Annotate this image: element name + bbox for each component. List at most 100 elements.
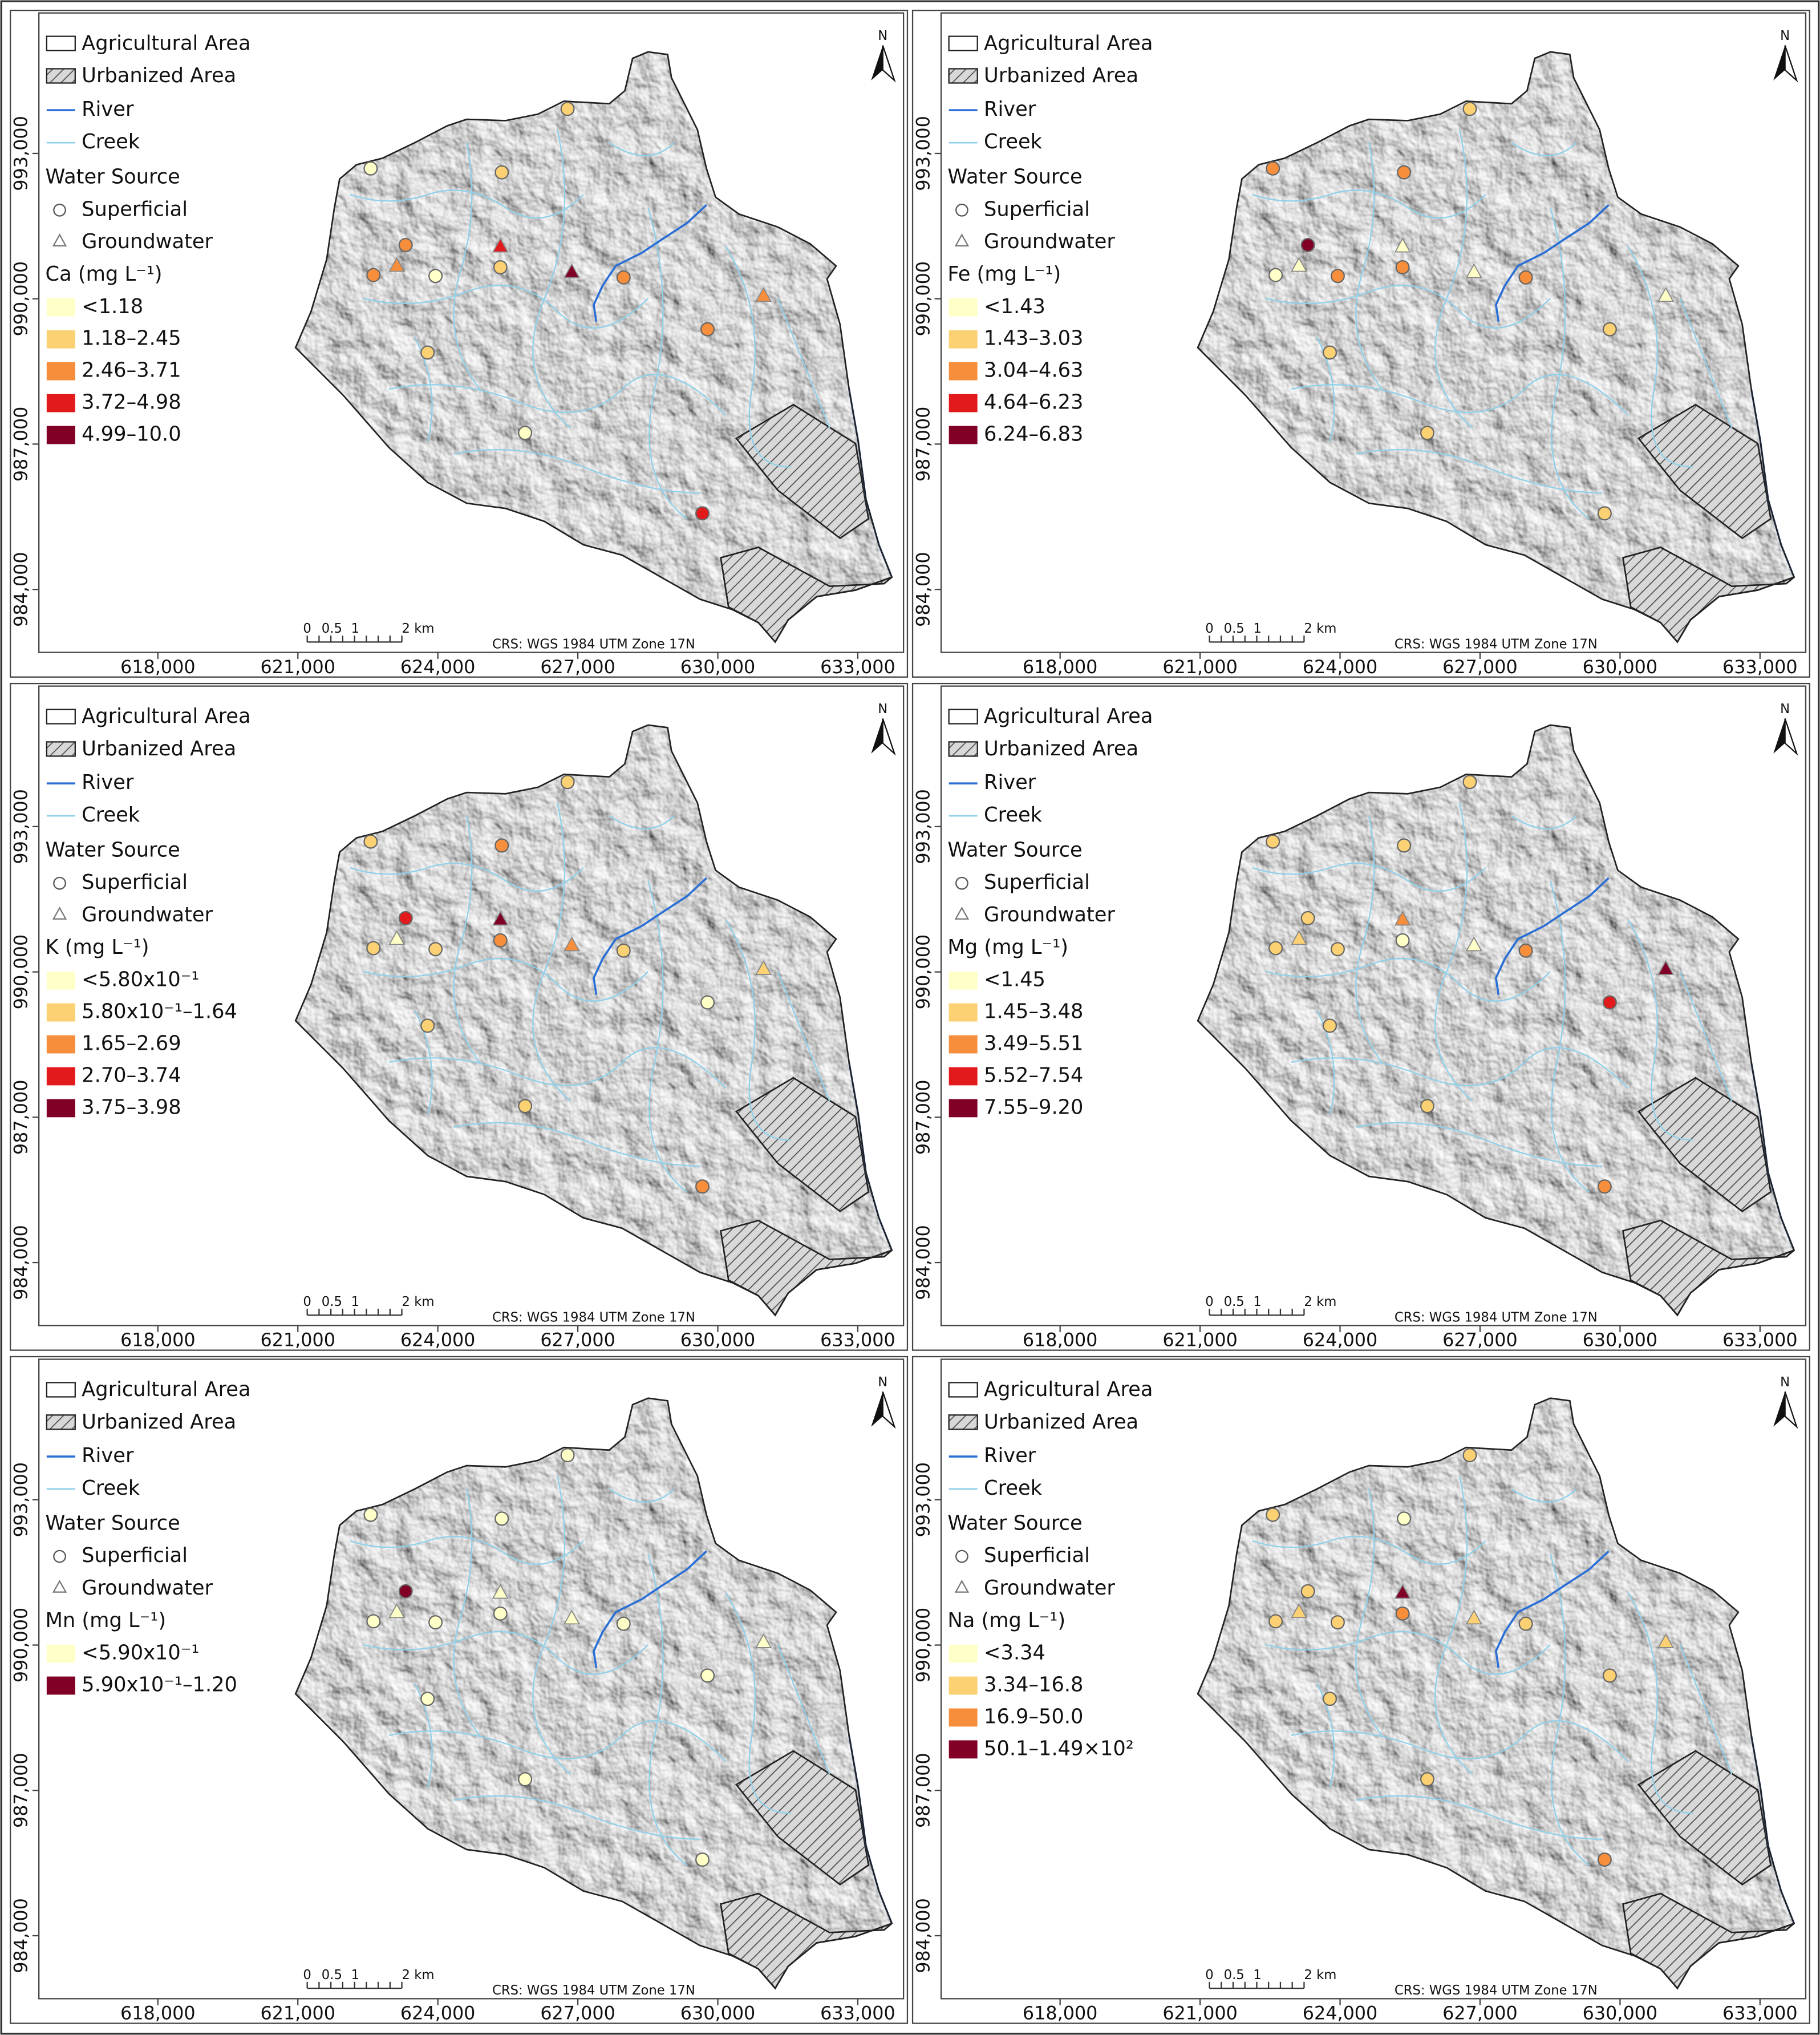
y-tick-label: 987,000 bbox=[10, 407, 32, 482]
legend-class-label: 3.34–16.8 bbox=[984, 1673, 1083, 1697]
sample-superficial bbox=[1597, 1179, 1612, 1194]
legend-class-swatch bbox=[948, 1644, 978, 1663]
y-tick-label: 993,000 bbox=[10, 1462, 32, 1538]
legend-label: Groundwater bbox=[82, 903, 213, 927]
sample-groundwater bbox=[1394, 1584, 1411, 1599]
x-tick-label: 624,000 bbox=[1303, 1329, 1378, 1351]
north-label: N bbox=[1780, 29, 1790, 43]
legend-label: River bbox=[984, 98, 1036, 121]
legend-class-label: 1.45–3.48 bbox=[984, 1000, 1083, 1023]
legend-class-label: <1.43 bbox=[984, 295, 1045, 318]
y-tick-label: 987,000 bbox=[913, 1753, 934, 1828]
sample-superficial bbox=[560, 1448, 575, 1463]
x-tick-label: 627,000 bbox=[1442, 1329, 1518, 1351]
x-tick-label: 627,000 bbox=[540, 2002, 615, 2024]
legend-title: Water Source bbox=[947, 1511, 1082, 1535]
panel-frame bbox=[10, 1356, 909, 2024]
legend-label: Agricultural Area bbox=[82, 705, 250, 728]
sample-superficial bbox=[493, 933, 508, 948]
y-tick-label: 984,000 bbox=[10, 1225, 32, 1300]
legend-superficial-symbol bbox=[53, 203, 66, 217]
north-arrow bbox=[871, 718, 883, 754]
sample-superficial bbox=[428, 1615, 443, 1630]
sample-superficial bbox=[363, 161, 378, 176]
sample-superficial bbox=[1300, 237, 1315, 252]
legend-label: Creek bbox=[984, 130, 1043, 153]
sample-superficial bbox=[1397, 1511, 1412, 1526]
sample-superficial bbox=[1268, 941, 1283, 956]
sample-superficial bbox=[1395, 1606, 1410, 1621]
y-tick-label: 993,000 bbox=[913, 789, 934, 864]
legend-class-label: 2.46–3.71 bbox=[82, 359, 181, 382]
sample-groundwater bbox=[1465, 1609, 1482, 1625]
legend-title: Water Source bbox=[46, 838, 180, 861]
sample-groundwater bbox=[388, 1603, 406, 1619]
sample-superficial bbox=[1266, 834, 1280, 849]
scale-bar-label: 0.5 bbox=[1224, 1294, 1245, 1309]
legend-class-label: 50.1–1.49×10² bbox=[984, 1737, 1134, 1760]
scale-bar-label: 2 km bbox=[402, 1968, 435, 1983]
legend-label: Groundwater bbox=[984, 1576, 1115, 1600]
y-tick-label: 984,000 bbox=[913, 1225, 934, 1300]
sample-superficial bbox=[420, 1018, 435, 1033]
legend-label: Agricultural Area bbox=[984, 705, 1153, 728]
legend-class-label: 16.9–50.0 bbox=[984, 1705, 1083, 1728]
scale-bar-label: 0.5 bbox=[1224, 1968, 1245, 1983]
sample-groundwater bbox=[563, 1609, 580, 1625]
legend-class-label: <1.18 bbox=[82, 295, 143, 318]
legend-class-label: 5.80x10⁻¹–1.64 bbox=[82, 1000, 237, 1023]
sample-superficial bbox=[494, 165, 509, 180]
legend-label: Superficial bbox=[984, 1544, 1090, 1567]
x-tick-label: 633,000 bbox=[1722, 656, 1798, 678]
legend-class-label: 3.75–3.98 bbox=[82, 1095, 181, 1119]
legend-label: River bbox=[82, 771, 134, 794]
sample-superficial bbox=[1323, 345, 1337, 360]
legend-class-label: 1.18–2.45 bbox=[82, 327, 181, 350]
north-arrow bbox=[882, 45, 896, 83]
sample-superficial bbox=[366, 1614, 381, 1629]
sample-groundwater bbox=[755, 960, 772, 975]
x-tick-label: 624,000 bbox=[1303, 2002, 1378, 2024]
map-panel: 618,000 621,000 624,000 627,000 630,000 633,0… bbox=[10, 1356, 909, 2024]
x-tick-label: 621,000 bbox=[1162, 1329, 1238, 1351]
x-tick-label: 618,000 bbox=[1023, 2002, 1098, 2024]
sample-superficial bbox=[1397, 165, 1412, 180]
sample-superficial bbox=[1266, 1507, 1280, 1522]
y-tick-label: 987,000 bbox=[10, 1080, 32, 1155]
sample-groundwater bbox=[1465, 263, 1482, 278]
legend-agri-swatch bbox=[948, 35, 978, 51]
legend-class-swatch bbox=[46, 394, 75, 412]
scale-bar-label: 0 bbox=[1205, 1968, 1213, 1983]
sample-groundwater bbox=[563, 263, 580, 278]
sample-superficial bbox=[1602, 995, 1617, 1010]
sample-superficial bbox=[1462, 1448, 1477, 1463]
north-arrow bbox=[882, 1391, 896, 1429]
sample-superficial bbox=[616, 270, 631, 285]
y-tick-label: 987,000 bbox=[913, 407, 934, 482]
legend-class-swatch bbox=[948, 1067, 978, 1086]
legend-superficial-symbol bbox=[53, 1549, 66, 1563]
sample-superficial bbox=[1602, 322, 1617, 337]
sample-superficial bbox=[420, 345, 435, 360]
map-panel: 618,000 621,000 624,000 627,000 630,000 633,0… bbox=[911, 1356, 1810, 2024]
legend-superficial-symbol bbox=[955, 876, 968, 890]
sample-superficial bbox=[518, 1772, 533, 1787]
legend-groundwater-symbol bbox=[52, 233, 67, 246]
legend-class-label: 4.64–6.23 bbox=[984, 391, 1083, 414]
map-panel: 618,000 621,000 624,000 627,000 630,000 633,0… bbox=[10, 10, 909, 678]
sample-superficial bbox=[1395, 260, 1410, 275]
scale-bar-label: 2 km bbox=[1304, 621, 1336, 636]
x-tick-label: 621,000 bbox=[1162, 656, 1238, 678]
north-label: N bbox=[878, 702, 887, 717]
x-tick-label: 618,000 bbox=[120, 656, 196, 678]
legend-urban-swatch bbox=[948, 741, 978, 757]
scale-bar-label: 0.5 bbox=[322, 1294, 342, 1309]
x-tick-label: 627,000 bbox=[1442, 2002, 1518, 2024]
legend-class-swatch bbox=[948, 330, 978, 349]
north-arrow bbox=[1784, 45, 1798, 83]
scale-bar-label: 0.5 bbox=[322, 1968, 342, 1983]
legend-groundwater-symbol bbox=[954, 233, 970, 246]
scale-bar-label: 0 bbox=[303, 621, 311, 636]
sample-superficial bbox=[1518, 943, 1533, 958]
north-label: N bbox=[878, 1375, 887, 1390]
